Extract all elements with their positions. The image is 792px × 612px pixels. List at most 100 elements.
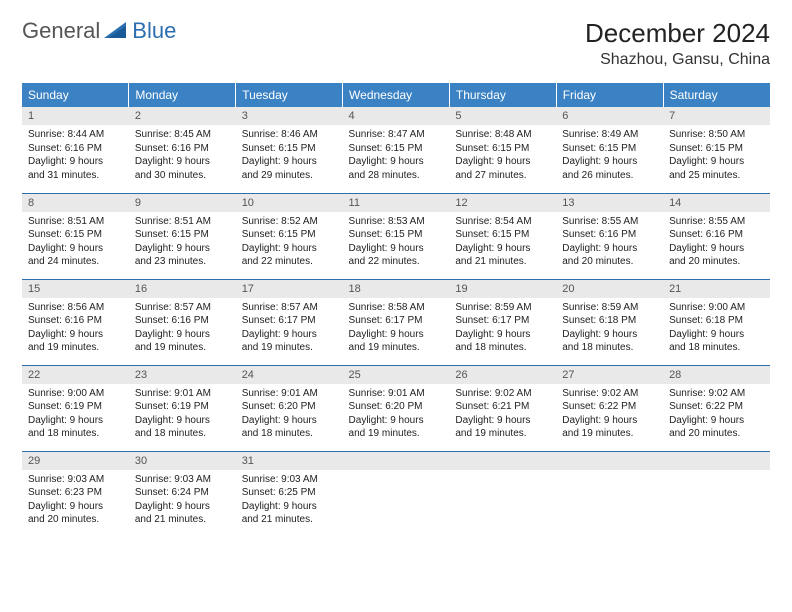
day-number: 4: [343, 107, 450, 125]
sunset-text: Sunset: 6:16 PM: [28, 142, 123, 156]
sunrise-text: Sunrise: 8:49 AM: [562, 128, 657, 142]
empty-day-header: [556, 452, 663, 470]
daylight-line2: and 21 minutes.: [455, 255, 550, 269]
calendar-row: 15Sunrise: 8:56 AMSunset: 6:16 PMDayligh…: [22, 279, 770, 365]
calendar-cell: 25Sunrise: 9:01 AMSunset: 6:20 PMDayligh…: [343, 365, 450, 451]
sunrise-text: Sunrise: 9:02 AM: [455, 387, 550, 401]
daylight-line1: Daylight: 9 hours: [242, 242, 337, 256]
calendar-cell: 23Sunrise: 9:01 AMSunset: 6:19 PMDayligh…: [129, 365, 236, 451]
day-number: 9: [129, 194, 236, 212]
day-number: 17: [236, 280, 343, 298]
calendar-cell: 5Sunrise: 8:48 AMSunset: 6:15 PMDaylight…: [449, 107, 556, 193]
day-details: Sunrise: 9:01 AMSunset: 6:20 PMDaylight:…: [236, 384, 343, 447]
sunrise-text: Sunrise: 8:51 AM: [28, 215, 123, 229]
daylight-line1: Daylight: 9 hours: [28, 155, 123, 169]
sunset-text: Sunset: 6:16 PM: [135, 314, 230, 328]
day-details: Sunrise: 9:02 AMSunset: 6:22 PMDaylight:…: [663, 384, 770, 447]
daylight-line2: and 24 minutes.: [28, 255, 123, 269]
day-details: Sunrise: 8:44 AMSunset: 6:16 PMDaylight:…: [22, 125, 129, 188]
daylight-line2: and 18 minutes.: [135, 427, 230, 441]
day-number: 10: [236, 194, 343, 212]
calendar-body: 1Sunrise: 8:44 AMSunset: 6:16 PMDaylight…: [22, 107, 770, 537]
sunrise-text: Sunrise: 8:52 AM: [242, 215, 337, 229]
day-number: 23: [129, 366, 236, 384]
day-details: Sunrise: 9:02 AMSunset: 6:22 PMDaylight:…: [556, 384, 663, 447]
daylight-line1: Daylight: 9 hours: [455, 155, 550, 169]
day-number: 15: [22, 280, 129, 298]
daylight-line2: and 20 minutes.: [669, 255, 764, 269]
sunrise-text: Sunrise: 9:01 AM: [349, 387, 444, 401]
day-number: 25: [343, 366, 450, 384]
sunset-text: Sunset: 6:21 PM: [455, 400, 550, 414]
calendar-cell: 16Sunrise: 8:57 AMSunset: 6:16 PMDayligh…: [129, 279, 236, 365]
daylight-line1: Daylight: 9 hours: [669, 155, 764, 169]
daylight-line1: Daylight: 9 hours: [562, 414, 657, 428]
daylight-line1: Daylight: 9 hours: [28, 242, 123, 256]
daylight-line1: Daylight: 9 hours: [349, 328, 444, 342]
daylight-line1: Daylight: 9 hours: [455, 414, 550, 428]
day-number: 18: [343, 280, 450, 298]
day-details: Sunrise: 9:00 AMSunset: 6:18 PMDaylight:…: [663, 298, 770, 361]
daylight-line1: Daylight: 9 hours: [28, 500, 123, 514]
sunset-text: Sunset: 6:18 PM: [562, 314, 657, 328]
day-number: 3: [236, 107, 343, 125]
calendar-cell: 27Sunrise: 9:02 AMSunset: 6:22 PMDayligh…: [556, 365, 663, 451]
daylight-line1: Daylight: 9 hours: [242, 155, 337, 169]
calendar-cell: 24Sunrise: 9:01 AMSunset: 6:20 PMDayligh…: [236, 365, 343, 451]
daylight-line1: Daylight: 9 hours: [562, 328, 657, 342]
daylight-line2: and 19 minutes.: [562, 427, 657, 441]
logo-triangle-icon: [104, 20, 130, 43]
day-details: Sunrise: 9:00 AMSunset: 6:19 PMDaylight:…: [22, 384, 129, 447]
day-details: Sunrise: 8:47 AMSunset: 6:15 PMDaylight:…: [343, 125, 450, 188]
weekday-thursday: Thursday: [449, 83, 556, 107]
sunset-text: Sunset: 6:24 PM: [135, 486, 230, 500]
daylight-line1: Daylight: 9 hours: [135, 414, 230, 428]
day-details: Sunrise: 9:03 AMSunset: 6:23 PMDaylight:…: [22, 470, 129, 533]
calendar-cell: 13Sunrise: 8:55 AMSunset: 6:16 PMDayligh…: [556, 193, 663, 279]
daylight-line2: and 23 minutes.: [135, 255, 230, 269]
sunset-text: Sunset: 6:19 PM: [135, 400, 230, 414]
calendar-cell: [663, 451, 770, 537]
sunrise-text: Sunrise: 8:53 AM: [349, 215, 444, 229]
day-details: Sunrise: 8:51 AMSunset: 6:15 PMDaylight:…: [129, 212, 236, 275]
sunrise-text: Sunrise: 8:48 AM: [455, 128, 550, 142]
day-details: Sunrise: 8:46 AMSunset: 6:15 PMDaylight:…: [236, 125, 343, 188]
daylight-line2: and 20 minutes.: [669, 427, 764, 441]
sunrise-text: Sunrise: 8:54 AM: [455, 215, 550, 229]
sunset-text: Sunset: 6:15 PM: [28, 228, 123, 242]
calendar-cell: 18 Sunrise: 8:58 AMSunset: 6:17 PMDayligh…: [343, 279, 450, 365]
day-details: Sunrise: 8:51 AMSunset: 6:15 PMDaylight:…: [22, 212, 129, 275]
sunrise-text: Sunrise: 8:57 AM: [242, 301, 337, 315]
empty-day-header: [343, 452, 450, 470]
daylight-line2: and 18 minutes.: [562, 341, 657, 355]
sunrise-text: Sunrise: 9:01 AM: [242, 387, 337, 401]
calendar-cell: 4Sunrise: 8:47 AMSunset: 6:15 PMDaylight…: [343, 107, 450, 193]
daylight-line2: and 19 minutes.: [349, 341, 444, 355]
daylight-line1: Daylight: 9 hours: [135, 155, 230, 169]
calendar-cell: 2Sunrise: 8:45 AMSunset: 6:16 PMDaylight…: [129, 107, 236, 193]
day-number: 27: [556, 366, 663, 384]
day-details: Sunrise: 8:54 AMSunset: 6:15 PMDaylight:…: [449, 212, 556, 275]
day-details: Sunrise: 8:55 AMSunset: 6:16 PMDaylight:…: [663, 212, 770, 275]
daylight-line1: Daylight: 9 hours: [562, 242, 657, 256]
weekday-wednesday: Wednesday: [343, 83, 450, 107]
sunrise-text: Sunrise: 8:51 AM: [135, 215, 230, 229]
daylight-line2: and 28 minutes.: [349, 169, 444, 183]
day-details: Sunrise: 8:50 AMSunset: 6:15 PMDaylight:…: [663, 125, 770, 188]
calendar-cell: 10Sunrise: 8:52 AMSunset: 6:15 PMDayligh…: [236, 193, 343, 279]
sunrise-text: Sunrise: 8:59 AM: [455, 301, 550, 315]
sunrise-text: Sunrise: 8:47 AM: [349, 128, 444, 142]
sunset-text: Sunset: 6:15 PM: [669, 142, 764, 156]
sunset-text: Sunset: 6:15 PM: [135, 228, 230, 242]
sunset-text: Sunset: 6:17 PM: [349, 314, 444, 328]
day-number: 8: [22, 194, 129, 212]
day-details: Sunrise: 8:45 AMSunset: 6:16 PMDaylight:…: [129, 125, 236, 188]
day-number: 7: [663, 107, 770, 125]
daylight-line1: Daylight: 9 hours: [669, 414, 764, 428]
sunrise-text: Sunrise: 8:58 AM: [349, 301, 444, 315]
sunset-text: Sunset: 6:18 PM: [669, 314, 764, 328]
daylight-line2: and 19 minutes.: [135, 341, 230, 355]
sunset-text: Sunset: 6:23 PM: [28, 486, 123, 500]
day-details: Sunrise: 9:03 AMSunset: 6:24 PMDaylight:…: [129, 470, 236, 533]
logo-text-blue: Blue: [132, 18, 176, 44]
